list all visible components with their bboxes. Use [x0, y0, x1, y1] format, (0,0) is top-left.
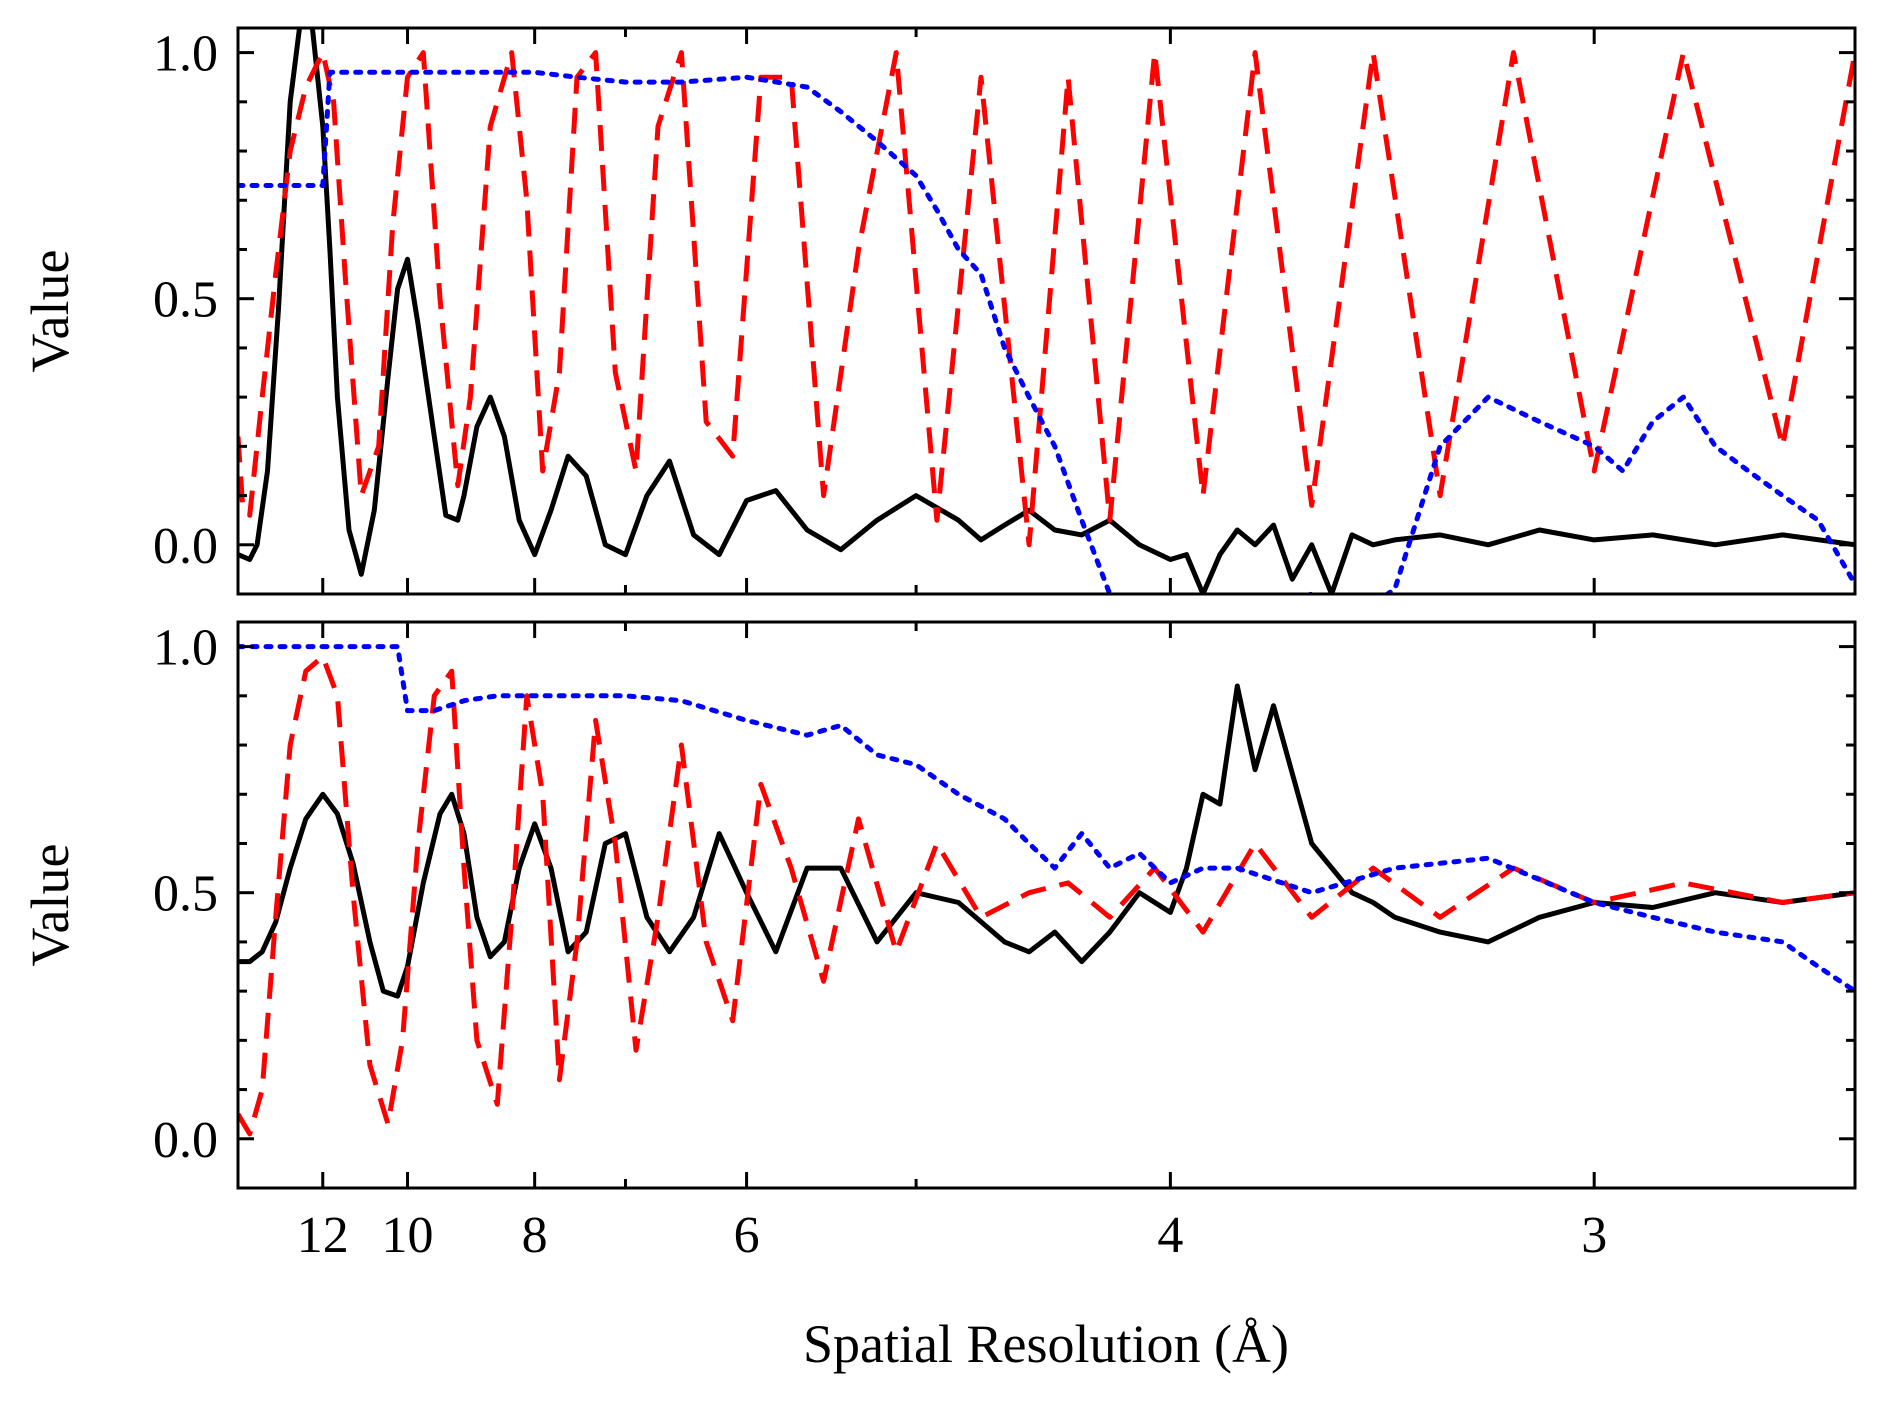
series-group: [238, 644, 1855, 1137]
y-tick-label: 1.0: [153, 620, 218, 677]
top-panel: 0.0 0.5 1.0 Value: [20, 26, 1857, 596]
x-tick-label: 4: [1157, 1207, 1183, 1264]
series-line-solid: [238, 683, 1855, 999]
y-tick-label: 0.0: [153, 518, 218, 575]
x-tick-label: 8: [522, 1207, 548, 1264]
y-tick-label: 0.0: [153, 1112, 218, 1169]
series-line-dashed: [238, 50, 1855, 548]
y-axis-label: Value: [20, 250, 80, 373]
y-tick-label: 0.5: [153, 866, 218, 923]
series-line-dashed: [238, 654, 1855, 1137]
series-line-dotted: [238, 69, 1855, 594]
series-group: [238, 28, 1855, 594]
y-tick-label: 0.5: [153, 272, 218, 329]
plot-frame: [236, 620, 1857, 1190]
x-tick-label: 10: [382, 1207, 434, 1264]
y-tick-label: 1.0: [153, 26, 218, 83]
x-ticks: [321, 28, 1596, 594]
y-ticks: 0.0 0.5 1.0: [153, 620, 1855, 1169]
plot-frame: [236, 26, 1857, 596]
series-line-solid: [238, 28, 1855, 594]
y-ticks: 0.0 0.5 1.0: [153, 26, 1855, 575]
x-axis-label: Spatial Resolution (Å): [803, 1314, 1289, 1374]
x-tick-label: 12: [297, 1207, 349, 1264]
series-line-dotted: [238, 644, 1855, 994]
x-tick-label: 3: [1581, 1207, 1607, 1264]
y-axis-label: Value: [20, 844, 80, 967]
x-ticks: 12 10 8 6 4 3: [297, 622, 1607, 1264]
x-tick-label: 6: [734, 1207, 760, 1264]
bottom-panel: 12 10 8 6 4 3 0.0 0.5 1.0 Value: [20, 620, 1857, 1264]
